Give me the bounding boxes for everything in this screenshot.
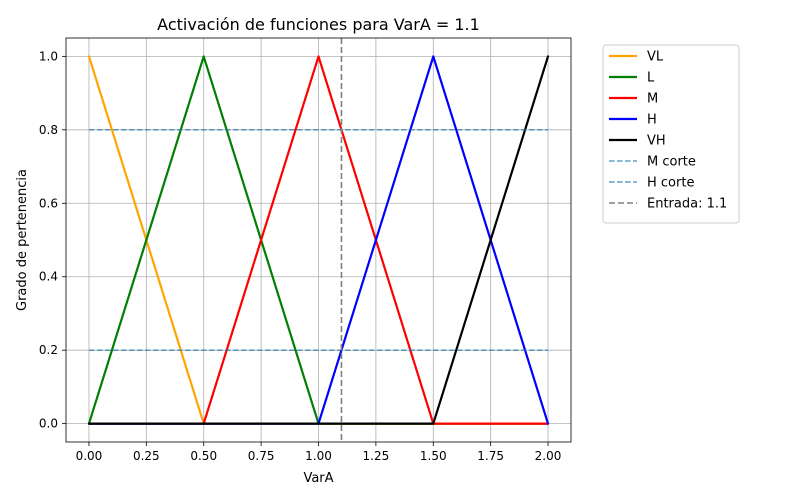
x-tick-label: 1.25 [363,449,390,463]
plot-series [87,38,550,442]
legend: VL LMH VH M corte H corte Entrada: 1.1 [602,44,740,224]
y-tick-label: 0.6 [39,196,58,210]
legend-label: Entrada: 1.1 [647,197,727,212]
y-axis-label: Grado de pertenencia [15,169,30,311]
x-tick-label: 0.00 [76,449,103,463]
series-line-vh [87,55,550,425]
x-tick-label: 1.50 [420,449,447,463]
legend-label: M [647,92,658,107]
x-tick-label: 1.00 [305,449,332,463]
legend-label: H [647,113,657,128]
x-tick-label: 0.50 [190,449,217,463]
y-tick-label: 0.8 [39,123,58,137]
y-tick-label: 0.0 [39,417,58,431]
x-axis-label: VarA [303,471,333,486]
y-tick-label: 0.4 [39,270,58,284]
x-tick-label: 0.25 [133,449,160,463]
legend-box [602,44,740,224]
legend-label: L [647,71,655,86]
x-tick-label: 0.75 [248,449,275,463]
legend-label: H corte [647,176,694,191]
legend-label: M corte [647,155,696,170]
x-tick-label: 1.75 [477,449,504,463]
y-tick-label: 0.2 [39,343,58,357]
x-tick-label: 2.00 [535,449,562,463]
legend-label: VL [647,50,664,65]
chart-title: Activación de funciones para VarA = 1.1 [157,15,480,34]
legend-label: VH [647,134,666,149]
y-tick-label: 1.0 [39,49,58,63]
axis-ticks: 0.00 0.25 0.50 0.75 1.00 1.25 1.50 1.75 2.00 0.0 0… [39,49,561,463]
